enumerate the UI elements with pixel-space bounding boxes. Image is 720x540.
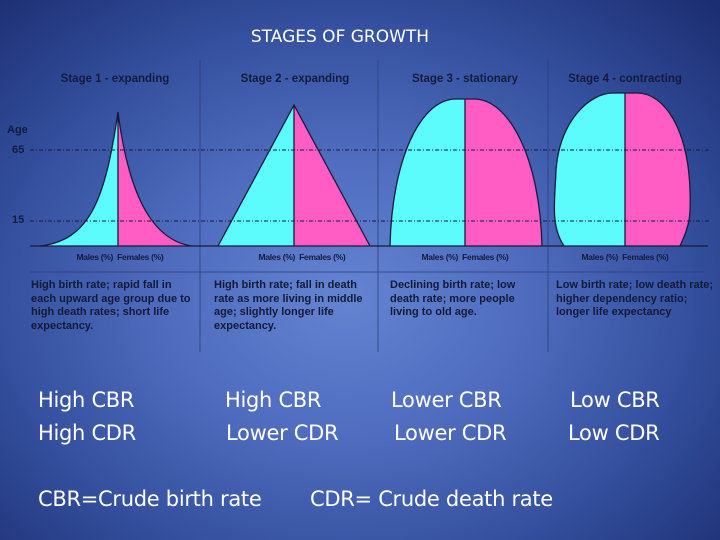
females-label: Females (%) xyxy=(622,252,669,262)
cbr-definition: CBR=Crude birth rate xyxy=(38,487,262,511)
females-label: Females (%) xyxy=(462,252,509,262)
stage2-title: Stage 2 - expanding xyxy=(240,73,350,85)
stage3-cdr: Lower CDR xyxy=(394,421,507,445)
stage3-females xyxy=(465,99,542,246)
males-label: Males (%) xyxy=(258,252,296,262)
cdr-definition: CDR= Crude death rate xyxy=(310,487,553,511)
age-tick-15: 15 xyxy=(12,214,25,226)
stage3-sex-labels: Males (%) Females (%) xyxy=(390,252,540,262)
stage3-males xyxy=(390,99,465,246)
age-tick-65: 65 xyxy=(12,144,25,156)
stage1-males xyxy=(40,112,118,246)
stage1-females xyxy=(118,112,192,246)
stage1-cdr: High CDR xyxy=(38,421,136,445)
age-axis-label: Age xyxy=(7,124,28,136)
stage2-cbr: High CBR xyxy=(225,388,322,412)
stage4-females xyxy=(625,93,691,246)
stage4-cdr: Low CDR xyxy=(568,421,660,445)
stage4-males xyxy=(554,93,625,246)
stage2-sex-labels: Males (%) Females (%) xyxy=(227,252,377,262)
stage1-title: Stage 1 - expanding xyxy=(60,73,170,85)
stage3-title: Stage 3 - stationary xyxy=(411,73,519,85)
stage3-description: Declining birth rate; low death rate; mo… xyxy=(390,279,516,318)
stage2-description: High birth rate; fall in death rate as m… xyxy=(214,279,363,332)
stage4-description: Low birth rate; low death rate; higher d… xyxy=(556,279,714,318)
stage4-cbr: Low CBR xyxy=(570,388,660,412)
stage2-cdr: Lower CDR xyxy=(226,421,339,445)
stage1-cbr: High CBR xyxy=(38,388,135,412)
males-label: Males (%) xyxy=(581,252,619,262)
stage3-cbr: Lower CBR xyxy=(391,388,502,412)
stage1-sex-labels: Males (%) Females (%) xyxy=(45,252,195,262)
slide-title: STAGES OF GROWTH xyxy=(250,27,430,47)
males-label: Males (%) xyxy=(421,252,459,262)
stage4-title: Stage 4 - contracting xyxy=(568,73,682,85)
females-label: Females (%) xyxy=(299,252,346,262)
stage4-sex-labels: Males (%) Females (%) xyxy=(550,252,700,262)
males-label: Males (%) xyxy=(76,252,114,262)
females-label: Females (%) xyxy=(117,252,164,262)
stage1-description: High birth rate; rapid fall in each upwa… xyxy=(31,279,191,332)
